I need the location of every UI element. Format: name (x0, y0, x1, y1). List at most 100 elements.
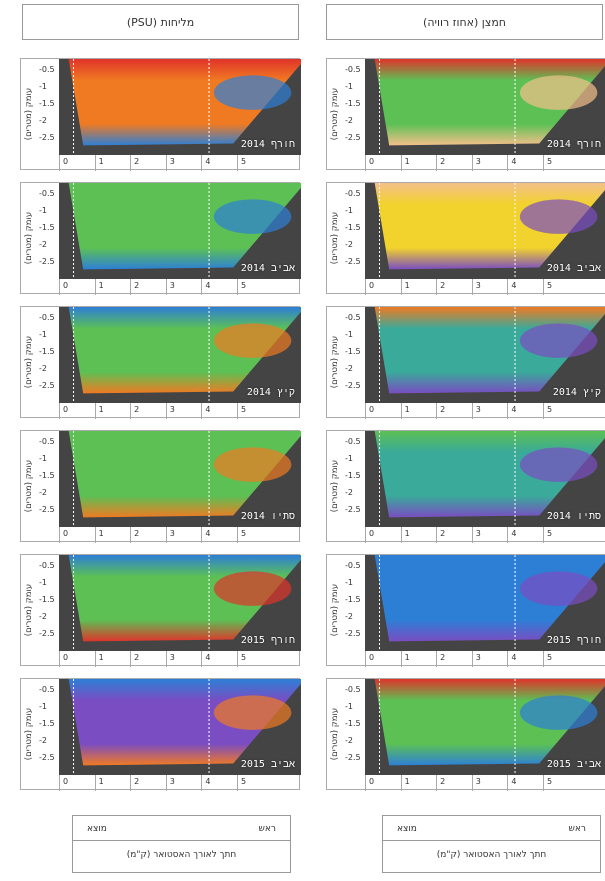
heatmap-plot (365, 307, 605, 403)
y-tick-label: -1.5 (345, 471, 361, 480)
x-tick-label: 5 (240, 529, 247, 538)
heatmap-plot (365, 59, 605, 155)
x-tick-mark (365, 651, 366, 667)
x-tick-label: 2 (440, 529, 446, 538)
value-blob (213, 447, 292, 482)
y-tick-label: -1.5 (39, 99, 55, 108)
y-tick-label: -2 (39, 240, 47, 249)
x-tick-label: 1 (98, 529, 104, 538)
x-tick-label: 0 (63, 653, 69, 662)
season-label: סתיו 2014 (546, 511, 601, 522)
y-tick-label: -0.5 (39, 313, 55, 322)
x-tick-mark (436, 279, 438, 295)
outlet-label: מוצא (87, 824, 107, 834)
x-tick-mark (365, 279, 366, 295)
x-tick-mark (59, 403, 60, 419)
x-tick-mark (236, 651, 238, 667)
y-axis-label-text: עומק (מטרים) (330, 583, 340, 637)
x-tick-row: 0 1 2 3 4 5 (59, 403, 301, 419)
x-tick-mark (236, 775, 238, 791)
x-tick-label: 3 (475, 157, 481, 166)
x-tick-mark (471, 775, 473, 791)
y-tick-label: -2 (39, 364, 47, 373)
season-label: אביב 2014 (240, 263, 295, 274)
x-tick-mark (365, 403, 366, 419)
y-tick-label: -0.5 (39, 65, 55, 74)
x-tick-mark (436, 775, 438, 791)
y-tick-column: -0.5 -1 -1.5 -2 -2.5 (37, 431, 59, 541)
y-axis-label: עומק (מטרים) (327, 307, 343, 417)
x-tick-label: 3 (169, 529, 175, 538)
x-tick-mark (542, 775, 544, 791)
y-axis-label: עומק (מטרים) (21, 307, 37, 417)
x-tick-mark (436, 403, 438, 419)
y-axis-label: עומק (מטרים) (21, 555, 37, 665)
x-tick-label: 5 (240, 405, 247, 414)
y-tick-label: -2 (39, 736, 47, 745)
x-tick-mark (471, 279, 473, 295)
heatmap-plot (365, 555, 605, 651)
x-tick-mark (165, 403, 167, 419)
x-tick-label: 4 (511, 777, 517, 786)
y-tick-column: -0.5 -1 -1.5 -2 -2.5 (343, 555, 365, 665)
y-tick-label: -0.5 (345, 189, 361, 198)
y-tick-column: -0.5 -1 -1.5 -2 -2.5 (37, 307, 59, 417)
x-tick-label: 2 (440, 653, 446, 662)
y-tick-column: -0.5 -1 -1.5 -2 -2.5 (37, 555, 59, 665)
x-tick-row: 0 1 2 3 4 5 (365, 279, 605, 295)
y-tick-label: -0.5 (39, 189, 55, 198)
x-tick-label: 1 (98, 405, 104, 414)
x-tick-mark (507, 403, 509, 419)
head-label: ראש (568, 824, 586, 834)
x-tick-mark (94, 527, 96, 543)
x-tick-mark (507, 651, 509, 667)
oxygen-section-panel: עומק (מטרים) -0.5 -1 -1.5 -2 -2.5 אביב 2015 0 1 2… (326, 678, 605, 791)
y-tick-label: -1 (39, 578, 47, 587)
y-tick-label: -2.5 (345, 753, 361, 762)
y-axis-label: עומק (מטרים) (21, 183, 37, 293)
x-tick-label: 3 (475, 405, 481, 414)
x-tick-row: 0 1 2 3 4 5 (59, 775, 301, 791)
season-label: אביב 2014 (546, 263, 601, 274)
y-tick-label: -2.5 (39, 133, 55, 142)
salinity-section-panel: עומק (מטרים) -0.5 -1 -1.5 -2 -2.5 אביב 2014 0 1 2… (20, 182, 301, 295)
x-tick-mark (365, 527, 366, 543)
y-tick-label: -1.5 (345, 223, 361, 232)
x-tick-mark (201, 279, 203, 295)
footer-divider (73, 840, 290, 841)
x-tick-mark (471, 651, 473, 667)
y-axis-label: עומק (מטרים) (21, 431, 37, 541)
x-axis-title: חתך לאורך האסטואר (ק"מ) (126, 850, 237, 860)
y-axis-label-text: עומק (מטרים) (24, 583, 34, 637)
y-tick-label: -0.5 (345, 313, 361, 322)
x-tick-mark (542, 527, 544, 543)
x-tick-row: 0 1 2 3 4 5 (59, 527, 301, 543)
oxygen-section-panel: עומק (מטרים) -0.5 -1 -1.5 -2 -2.5 סתיו 2014 0 1 2… (326, 430, 605, 543)
x-tick-mark (542, 403, 544, 419)
x-tick-mark (436, 155, 438, 171)
x-tick-mark (59, 527, 60, 543)
x-tick-mark (130, 279, 132, 295)
x-tick-mark (165, 279, 167, 295)
season-label: חורף 2014 (240, 139, 295, 150)
x-tick-mark (400, 775, 402, 791)
x-tick-mark (201, 403, 203, 419)
salinity-section-panel: עומק (מטרים) -0.5 -1 -1.5 -2 -2.5 חורף 2014 0 1 2… (20, 58, 301, 171)
value-blob (519, 447, 598, 482)
y-tick-column: -0.5 -1 -1.5 -2 -2.5 (343, 679, 365, 789)
x-tick-label: 0 (369, 529, 375, 538)
x-tick-label: 3 (475, 281, 481, 290)
x-tick-label: 0 (369, 281, 375, 290)
x-tick-label: 4 (205, 405, 211, 414)
x-tick-label: 5 (546, 777, 553, 786)
y-axis-label-text: עומק (מטרים) (330, 211, 340, 265)
season-label: חורף 2014 (546, 139, 601, 150)
x-tick-mark (94, 403, 96, 419)
x-tick-label: 3 (475, 777, 481, 786)
heatmap-plot (59, 183, 301, 279)
y-tick-label: -0.5 (345, 437, 361, 446)
x-tick-mark (400, 527, 402, 543)
x-tick-label: 4 (205, 157, 211, 166)
x-tick-row: 0 1 2 3 4 5 (59, 279, 301, 295)
x-tick-label: 0 (369, 653, 375, 662)
